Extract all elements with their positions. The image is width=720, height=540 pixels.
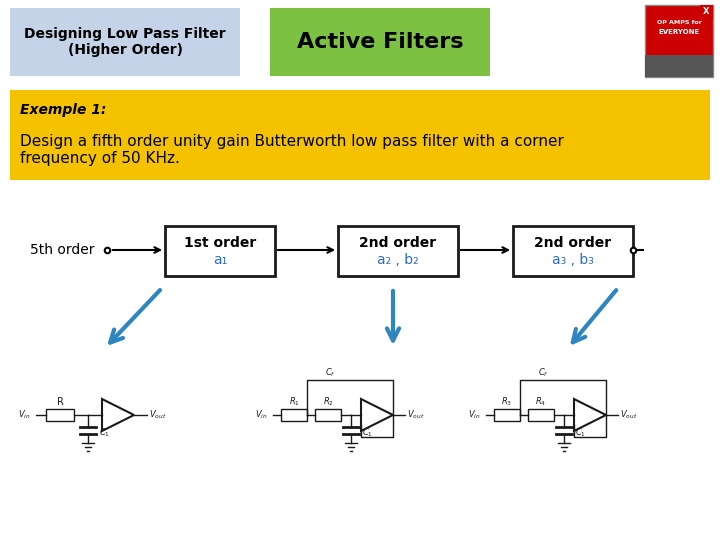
Text: Active Filters: Active Filters xyxy=(297,32,463,52)
Text: OP AMPS for: OP AMPS for xyxy=(657,19,701,24)
Bar xyxy=(165,226,275,276)
Text: $V_{in}$: $V_{in}$ xyxy=(468,409,481,421)
Text: R: R xyxy=(57,397,63,407)
Bar xyxy=(338,226,458,276)
Bar xyxy=(270,8,490,76)
Text: $V_{out}$: $V_{out}$ xyxy=(620,409,637,421)
Text: 2nd order: 2nd order xyxy=(359,236,436,250)
Text: 2nd order: 2nd order xyxy=(534,236,611,250)
Text: a₃ , b₃: a₃ , b₃ xyxy=(552,253,594,267)
Bar xyxy=(10,90,710,180)
Bar xyxy=(528,409,554,421)
Bar xyxy=(645,55,713,77)
Text: Design a fifth order unity gain Butterworth low pass filter with a corner
freque: Design a fifth order unity gain Butterwo… xyxy=(20,134,564,166)
Text: $C_1$: $C_1$ xyxy=(575,427,585,439)
Text: $R_1$: $R_1$ xyxy=(289,396,300,408)
Text: Exemple 1:: Exemple 1: xyxy=(20,103,107,117)
Bar xyxy=(513,226,633,276)
Text: EVERYONE: EVERYONE xyxy=(658,29,700,35)
Text: 1st order: 1st order xyxy=(184,236,256,250)
Text: $V_{in}$: $V_{in}$ xyxy=(255,409,268,421)
Text: $C_1$: $C_1$ xyxy=(361,427,372,439)
Bar xyxy=(494,409,520,421)
Bar xyxy=(46,409,74,421)
Text: $V_{out}$: $V_{out}$ xyxy=(407,409,425,421)
Text: a₂ , b₂: a₂ , b₂ xyxy=(377,253,419,267)
Text: $R_2$: $R_2$ xyxy=(323,396,333,408)
Bar xyxy=(281,409,307,421)
Bar xyxy=(700,5,713,18)
Bar xyxy=(645,5,713,77)
Bar xyxy=(315,409,341,421)
Bar xyxy=(10,8,240,76)
Text: a₁: a₁ xyxy=(213,253,227,267)
Text: $V_{out}$: $V_{out}$ xyxy=(149,409,166,421)
Text: 5th order: 5th order xyxy=(30,243,94,257)
Text: $C_f$: $C_f$ xyxy=(325,367,336,379)
Text: $R_4$: $R_4$ xyxy=(536,396,546,408)
Text: Designing Low Pass Filter
(Higher Order): Designing Low Pass Filter (Higher Order) xyxy=(24,27,226,57)
Text: $V_{in}$: $V_{in}$ xyxy=(18,409,31,421)
Text: $C_f$: $C_f$ xyxy=(538,367,549,379)
Text: X: X xyxy=(703,8,709,17)
Text: $C_1$: $C_1$ xyxy=(99,427,109,439)
Text: $R_3$: $R_3$ xyxy=(501,396,513,408)
